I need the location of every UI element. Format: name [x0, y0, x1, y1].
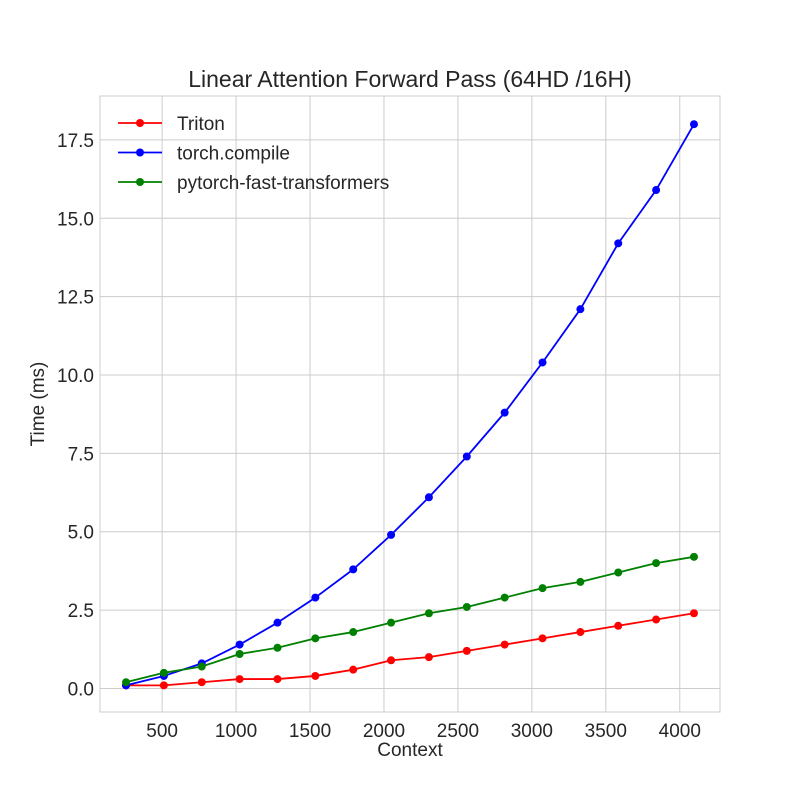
- data-point: [424, 493, 433, 502]
- y-tick-label: 17.5: [57, 131, 94, 152]
- y-tick-label: 0.0: [68, 679, 94, 700]
- data-point: [159, 668, 168, 677]
- data-point: [311, 593, 320, 602]
- data-point: [614, 621, 623, 630]
- data-point: [462, 602, 471, 611]
- data-point: [349, 565, 358, 574]
- x-axis-ticks: 500 1000 1500 2000 2500 3000 3500 4000: [146, 721, 701, 742]
- data-point: [614, 239, 623, 248]
- y-tick-label: 15.0: [57, 209, 94, 230]
- data-point: [500, 408, 509, 417]
- data-point: [235, 650, 244, 659]
- data-point: [424, 609, 433, 618]
- grid-lines: [100, 96, 720, 712]
- data-point: [538, 634, 547, 643]
- data-point: [273, 618, 282, 627]
- data-point: [273, 643, 282, 652]
- x-tick-label: 1500: [289, 721, 331, 742]
- x-tick-label: 500: [146, 721, 178, 742]
- y-tick-label: 10.0: [57, 366, 94, 387]
- legend-label: pytorch-fast-transformers: [177, 173, 389, 194]
- series-line: [126, 612, 695, 687]
- data-point: [500, 593, 509, 602]
- legend-marker: [136, 148, 144, 157]
- data-point: [349, 665, 358, 674]
- data-point: [424, 653, 433, 662]
- y-tick-label: 7.5: [68, 444, 94, 465]
- data-point: [387, 656, 396, 665]
- data-point: [576, 628, 585, 637]
- x-axis-title: Context: [377, 740, 443, 761]
- data-point: [576, 577, 585, 586]
- data-point: [652, 615, 661, 624]
- data-point: [197, 678, 206, 687]
- legend-label: Triton: [177, 114, 225, 135]
- data-point: [462, 452, 471, 461]
- data-point: [311, 634, 320, 643]
- legend-marker: [136, 119, 144, 127]
- y-tick-label: 2.5: [68, 601, 94, 622]
- data-point: [500, 640, 509, 649]
- data-point: [159, 681, 168, 690]
- data-point: [273, 675, 282, 684]
- x-tick-label: 1000: [215, 721, 257, 742]
- series-line: [125, 555, 695, 684]
- data-point: [538, 358, 547, 367]
- series-line: [125, 123, 695, 687]
- x-tick-label: 3500: [585, 721, 627, 742]
- data-point: [462, 646, 471, 655]
- x-tick-label: 2500: [437, 721, 479, 742]
- data-point: [689, 552, 698, 561]
- y-axis-ticks: 0.0 2.5 5.0 7.5 10.0 12.5 15.0 17.5: [57, 131, 94, 701]
- data-point: [576, 305, 585, 314]
- data-point: [311, 671, 320, 680]
- y-tick-label: 5.0: [68, 523, 94, 544]
- legend-label: torch.compile: [177, 144, 290, 165]
- data-point: [235, 675, 244, 684]
- plot-frame: [99, 95, 721, 713]
- plot-area: [100, 96, 720, 712]
- x-tick-label: 3000: [511, 721, 553, 742]
- data-point: [235, 640, 244, 649]
- series-layer: [122, 120, 698, 690]
- data-point: [689, 609, 698, 618]
- data-point: [652, 186, 661, 195]
- data-point: [614, 568, 623, 577]
- data-point: [387, 530, 396, 539]
- data-point: [387, 618, 396, 627]
- legend-marker: [136, 178, 144, 186]
- x-tick-label: 4000: [659, 721, 701, 742]
- chart-title: Linear Attention Forward Pass (64HD /16H…: [188, 66, 632, 92]
- data-point: [349, 628, 358, 637]
- data-point: [652, 559, 661, 568]
- y-axis-title: Time (ms): [28, 362, 49, 447]
- data-point: [122, 678, 131, 687]
- legend: Triton torch.compile pytorch-fast-transfor…: [118, 114, 389, 194]
- y-tick-label: 12.5: [57, 288, 94, 309]
- data-point: [538, 584, 547, 593]
- data-point: [689, 120, 698, 129]
- data-point: [197, 662, 206, 671]
- x-tick-label: 2000: [363, 721, 405, 742]
